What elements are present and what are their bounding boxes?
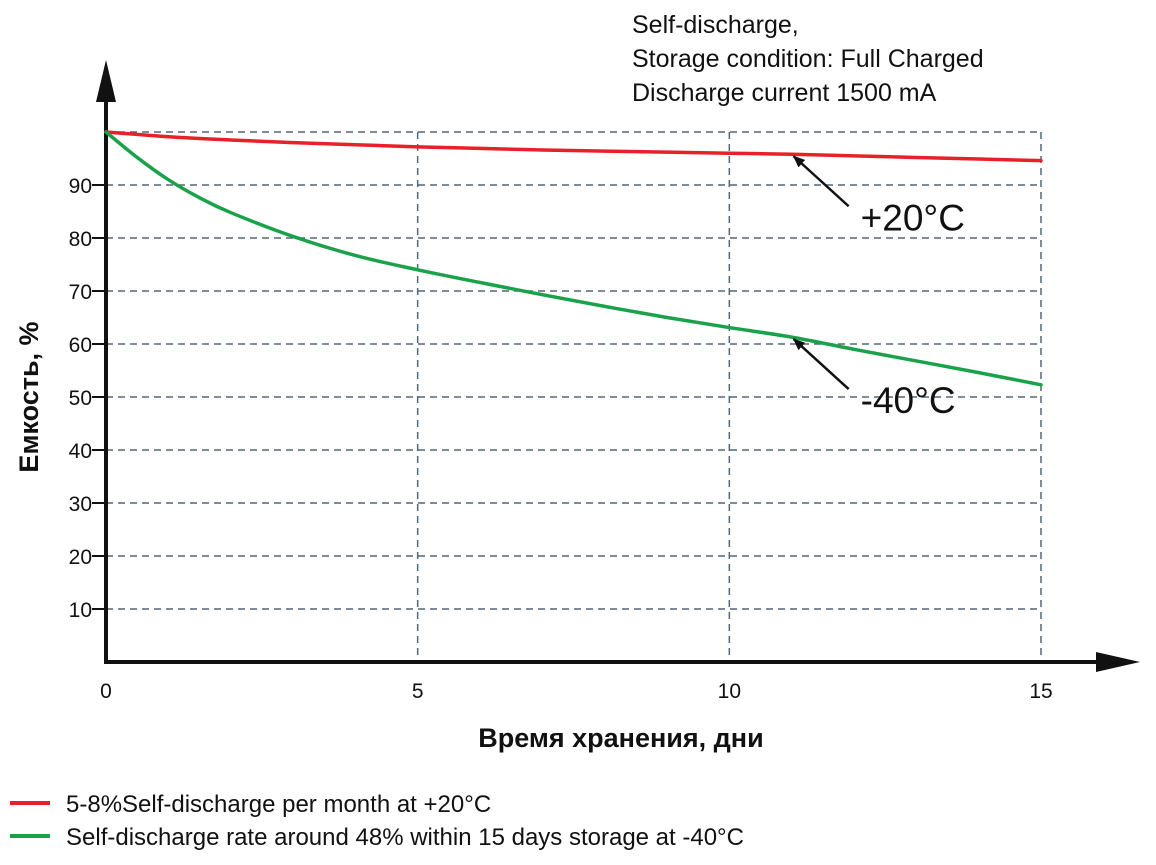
y-tick-label-50: 50 bbox=[69, 387, 92, 410]
legend-label-20c: 5-8%Self-discharge per month at +20°C bbox=[66, 791, 491, 818]
annotation-minus40c-arrow bbox=[792, 338, 850, 391]
annotation-20c-arrow bbox=[792, 155, 850, 208]
chart-title-line-1: Self-discharge, bbox=[632, 11, 799, 39]
chart-title-line-3: Discharge current 1500 mA bbox=[632, 79, 937, 107]
y-tick-label-60: 60 bbox=[69, 334, 92, 357]
x-axis-arrow bbox=[1096, 652, 1140, 672]
y-tick-label-10: 10 bbox=[69, 599, 92, 622]
y-tick-label-30: 30 bbox=[69, 493, 92, 516]
legend: 5-8%Self-discharge per month at +20°C Se… bbox=[10, 791, 744, 851]
annotation-minus40c-label: -40°C bbox=[861, 380, 956, 421]
annotations: +20°C -40°C bbox=[792, 155, 965, 421]
x-tick-label-5: 5 bbox=[412, 680, 424, 703]
y-tick-label-20: 20 bbox=[69, 546, 92, 569]
grid-lines bbox=[106, 131, 1042, 662]
x-axis-title: Время хранения, дни bbox=[478, 723, 763, 753]
x-tick-label-10: 10 bbox=[718, 680, 741, 703]
x-tick-label-0: 0 bbox=[100, 680, 112, 703]
y-tick-label-40: 40 bbox=[69, 440, 92, 463]
series-line-minus40c bbox=[104, 130, 1043, 387]
series bbox=[104, 130, 1043, 387]
axis-ticks: 10 20 30 40 50 60 70 80 90 0 5 10 15 bbox=[69, 175, 1053, 703]
x-tick-label-15: 15 bbox=[1029, 680, 1052, 703]
y-tick-label-80: 80 bbox=[69, 228, 92, 251]
chart-title-line-2: Storage condition: Full Charged bbox=[632, 45, 984, 73]
y-axis-title: Емкость, % bbox=[14, 321, 44, 472]
y-tick-label-90: 90 bbox=[69, 175, 92, 198]
y-tick-label-70: 70 bbox=[69, 281, 92, 304]
y-axis-arrow bbox=[96, 60, 116, 102]
legend-label-minus40c: Self-discharge rate around 48% within 15… bbox=[66, 824, 744, 851]
series-line-20c bbox=[104, 130, 1043, 163]
annotation-20c-label: +20°C bbox=[861, 197, 965, 238]
